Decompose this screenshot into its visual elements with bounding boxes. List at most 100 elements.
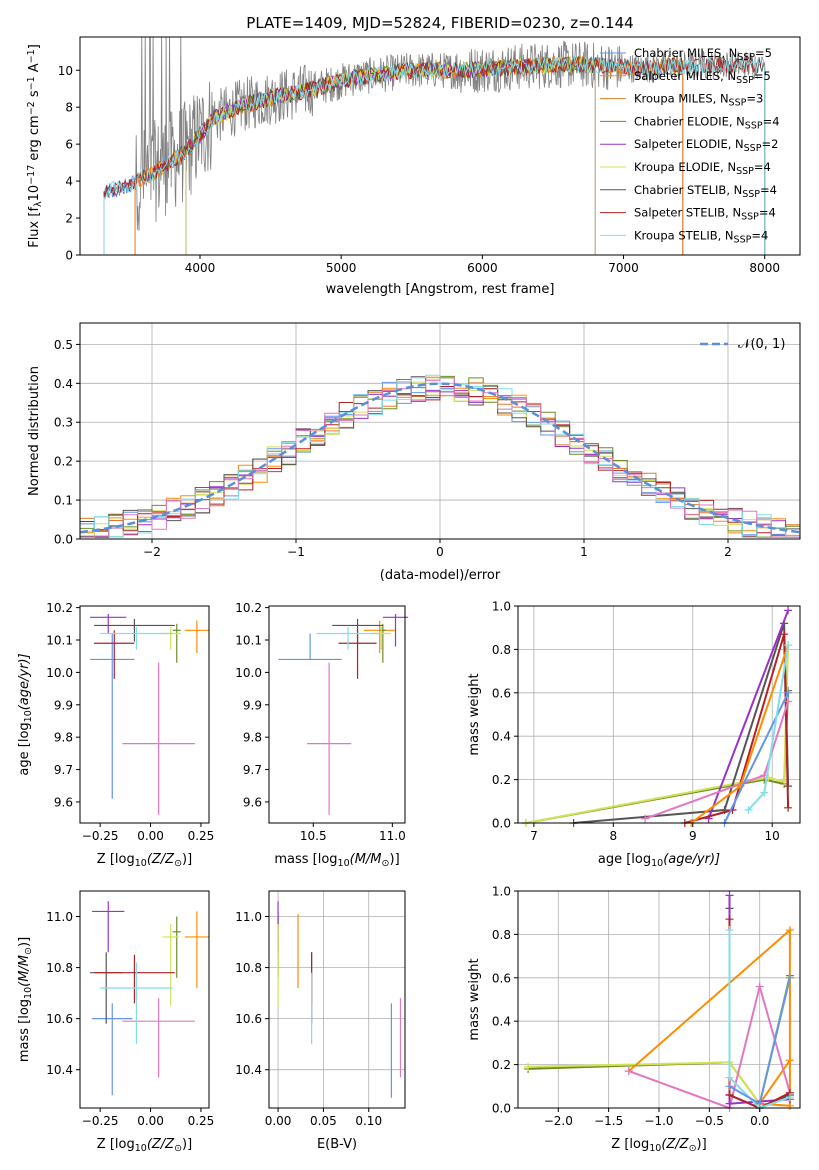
weight-point-marker [785, 1056, 794, 1065]
weight-point-marker [785, 1093, 794, 1102]
legend-entry-part: SSP [734, 234, 752, 245]
x-tick-label: −2.0 [544, 1114, 573, 1128]
y-axis-label-part: ] [27, 44, 42, 49]
age-vs-Z-panel: −0.25 0.00 0.25 9.6 9.7 9.8 9.9 10.0 10.1 10.2 Z [… [17, 601, 214, 869]
y-tick-label: 0.4 [492, 1015, 511, 1029]
weight-series-line [728, 930, 791, 1110]
x-axis-label-part: ⊙ [689, 1143, 697, 1154]
y-axis-label-part: −2 [26, 101, 37, 115]
x-tick-label: −0.25 [82, 1114, 119, 1128]
legend-entry-part: SSP [736, 166, 754, 177]
histogram-step [80, 374, 800, 538]
legend-entry-part: SSP [729, 97, 747, 108]
legend-entry-part: =4 [754, 160, 771, 174]
legend-entry-part: Kroupa MILES, N [634, 92, 729, 106]
y-tick-label: 10.6 [235, 1012, 262, 1026]
y-axis-label-part: s [27, 90, 42, 101]
y-axis-label-part: (M/M [17, 955, 32, 987]
legend-entry-part: SSP [741, 211, 759, 222]
x-axis-label: mass [log10(M/M⊙)] [274, 852, 399, 869]
y-axis-label-part: A [27, 63, 42, 76]
y-tick-label: 9.9 [243, 698, 262, 712]
x-tick-label: 10.5 [300, 829, 327, 843]
y-tick-label: 9.7 [243, 763, 262, 777]
legend-entry: Salpeter STELIB, NSSP=4 [634, 206, 776, 223]
legend-entry-part: =2 [761, 137, 778, 151]
y-tick-label: 10.8 [46, 961, 73, 975]
weight-point-marker [784, 803, 793, 812]
legend-entry: 𝒩(0, 1) [738, 337, 785, 352]
legend-entry-part: =4 [751, 228, 768, 242]
y-axis-label-part: ⊙ [23, 947, 34, 955]
weight-point-marker [641, 814, 650, 823]
x-tick-label: 8000 [749, 261, 780, 275]
y-tick-label: 10.2 [46, 601, 73, 615]
y-tick-label: 11.0 [46, 910, 73, 924]
weight-vs-Z-panel: −2.0 −1.5 −1.0 −0.5 0.0 0.0 0.2 0.4 0.6 0.8 1.0 Z [… [467, 885, 801, 1154]
spectrum-panel: 4000 5000 6000 7000 8000 0 2 4 6 8 10 Chabrier MILE… [26, 36, 801, 297]
y-tick-label: 9.8 [54, 731, 73, 745]
weight-point-marker [784, 688, 793, 697]
y-tick-label: 10.0 [46, 666, 73, 680]
x-tick-label: 7 [530, 829, 538, 843]
y-axis-label: Normed distribution [27, 366, 42, 496]
spectrum-model-line [103, 55, 766, 255]
x-axis-label: Z [log10(Z/Z⊙)] [97, 852, 192, 869]
y-tick-label: 0.2 [492, 773, 511, 787]
y-tick-label: 0.4 [54, 377, 73, 391]
y-axis-label-part: λ [33, 201, 44, 207]
weight-point-marker [784, 641, 793, 650]
x-axis-label-part: (M/M [350, 852, 382, 867]
y-axis-label: age [log10(age/yr)] [17, 653, 34, 775]
x-axis-label-part: )] [182, 852, 192, 867]
y-axis-label-part: Flux [f [27, 207, 42, 248]
spectrum-model-line [103, 56, 766, 255]
legend-entry-part: SSP [736, 75, 754, 86]
y-tick-label: 1.0 [492, 600, 511, 614]
weight-point-marker [784, 606, 793, 615]
axes-frame [268, 605, 406, 824]
x-axis-label: (data-model)/error [380, 568, 501, 583]
x-axis-label-part: age [log [598, 852, 651, 867]
x-tick-label: 0.25 [188, 829, 215, 843]
legend-entry: Chabrier STELIB, NSSP=4 [634, 183, 777, 200]
weight-point-marker [524, 1062, 533, 1071]
weight-series-line [707, 609, 790, 820]
x-tick-label: 0.00 [137, 1114, 164, 1128]
figure-title: PLATE=1409, MJD=52824, FIBERID=0230, z=0… [246, 14, 633, 32]
y-axis-label-part: erg cm [27, 115, 42, 164]
weight-point-marker [624, 1067, 633, 1076]
weight-point-marker [725, 1090, 734, 1099]
legend-entry-part: =4 [760, 183, 777, 197]
x-axis-label-part: )] [697, 1137, 707, 1152]
y-tick-label: 9.6 [243, 795, 262, 809]
axes-frame [268, 890, 406, 1109]
legend-entry-part: Chabrier MILES, N [634, 46, 737, 60]
y-axis-label: mass weight [467, 958, 482, 1040]
y-tick-label: 0.0 [54, 533, 73, 547]
legend-entry-part: =5 [755, 46, 772, 60]
x-tick-label: −1 [287, 545, 305, 559]
x-tick-label: −0.25 [82, 829, 119, 843]
legend-entry-part: Kroupa STELIB, N [634, 228, 734, 242]
y-tick-label: 9.6 [54, 795, 73, 809]
y-axis-label-part: 10 [27, 185, 42, 202]
y-tick-label: 9.8 [243, 731, 262, 745]
weight-point-marker [755, 982, 764, 991]
x-axis-label-part: ⊙ [382, 858, 390, 869]
legend-entry-part: =4 [759, 206, 776, 220]
weight-point-marker [725, 1082, 734, 1091]
spectrum-plot-area [103, 37, 766, 255]
legend-entry: Kroupa STELIB, NSSP=4 [634, 228, 768, 245]
x-axis-label: wavelength [Angstrom, rest frame] [326, 282, 555, 297]
y-tick-label: 0.0 [492, 1102, 511, 1116]
x-tick-label: 0.25 [188, 1114, 215, 1128]
x-axis-label-part: Z [log [97, 852, 135, 867]
x-axis-label-part: )] [390, 852, 400, 867]
legend-entry-part: =3 [746, 92, 763, 106]
y-axis-label-part: 10 [23, 987, 34, 999]
weight-point-marker [725, 1073, 734, 1082]
y-tick-label: 2 [65, 212, 73, 226]
